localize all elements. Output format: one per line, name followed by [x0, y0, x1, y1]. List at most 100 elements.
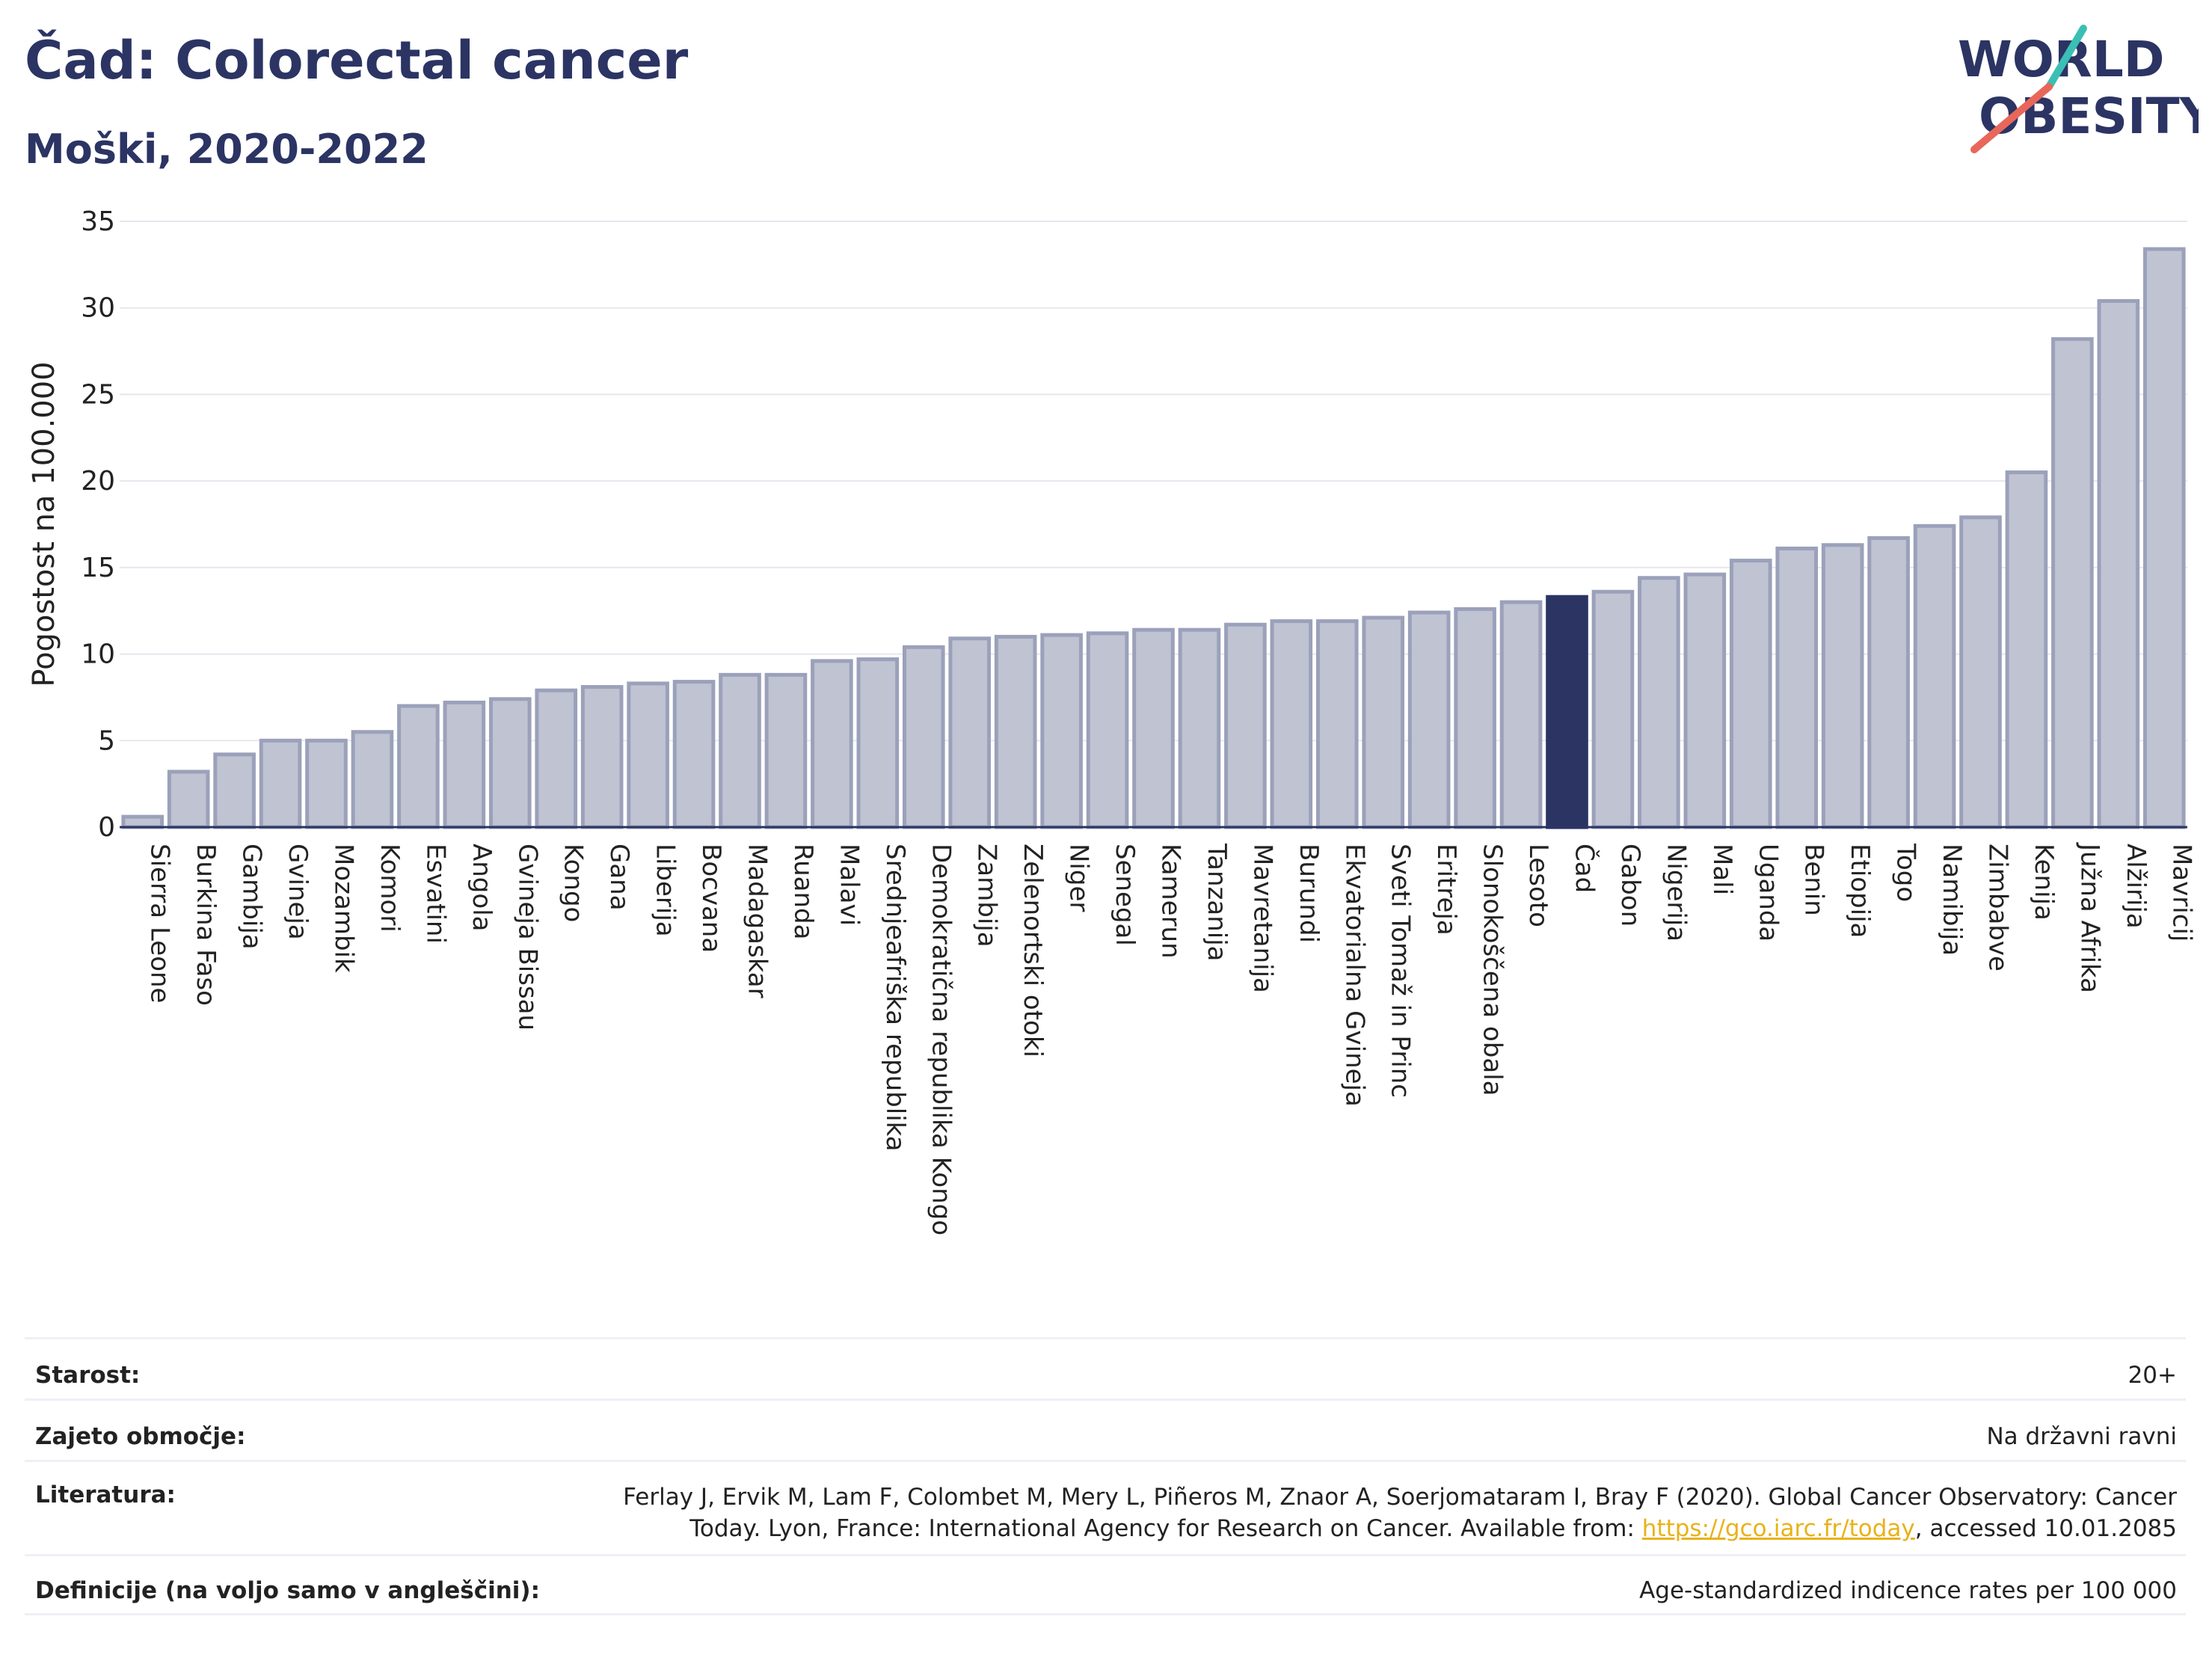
x-tick-label: Mavricij — [2166, 844, 2196, 942]
source-link[interactable]: https://gco.iarc.fr/today — [1641, 1515, 1915, 1542]
bar — [1270, 619, 1313, 829]
x-axis-ticks: Sierra Leone Burkina Faso Gambija Gvineja Mo… — [145, 842, 2197, 1235]
bar — [1638, 576, 1680, 829]
bar — [2051, 337, 2094, 829]
x-tick-label: Kamerun — [1156, 844, 1186, 959]
x-tick-label: Madagaskar — [743, 844, 772, 998]
bar — [397, 704, 440, 829]
y-tick-label: 35 — [81, 206, 115, 237]
info-row-literature: Literatura: Ferlay J, Ervik M, Lam F, Co… — [25, 1460, 2186, 1554]
y-tick-label: 25 — [81, 379, 115, 410]
bar — [1362, 615, 1405, 829]
info-value-coverage: Na državni ravni — [1986, 1423, 2177, 1450]
bar — [719, 672, 761, 829]
bar — [1086, 631, 1129, 829]
x-tick-label: Gambija — [237, 844, 267, 950]
bar — [580, 685, 624, 829]
x-tick-label: Uganda — [1753, 844, 1783, 942]
bar — [213, 752, 256, 829]
literature-text: Ferlay J, Ervik M, Lam F, Colombet M, Me… — [623, 1484, 2177, 1542]
bar — [1454, 607, 1496, 829]
y-axis-ticks: 0 5 10 15 20 25 30 35 — [81, 206, 115, 843]
bar — [1591, 589, 1635, 829]
info-value-literature: Ferlay J, Ervik M, Lam F, Colombet M, Me… — [547, 1481, 2186, 1544]
x-tick-label: Namibija — [1937, 844, 1967, 956]
x-tick-label: Mozambik — [329, 844, 359, 973]
x-tick-label: Bocvana — [696, 844, 726, 953]
bar — [167, 770, 210, 829]
page-subtitle: Moški, 2020-2022 — [25, 126, 428, 173]
bar — [1683, 572, 1727, 829]
y-tick-label: 5 — [98, 725, 115, 756]
x-tick-label: Senegal — [1110, 844, 1140, 946]
y-tick-label: 15 — [81, 553, 115, 583]
x-tick-label: Nigerija — [1661, 844, 1691, 942]
x-tick-label: Eritreja — [1431, 844, 1461, 936]
x-tick-label: Zimbabve — [1983, 844, 2013, 971]
x-tick-label: Gabon — [1615, 844, 1645, 927]
x-tick-label: Južna Afrika — [2074, 842, 2104, 993]
x-tick-label: Etiopija — [1845, 844, 1875, 938]
x-tick-label: Burkina Faso — [191, 844, 221, 1006]
bar — [1867, 536, 1910, 829]
x-tick-label: Gvineja — [283, 844, 313, 940]
info-row-definitions: Definicije (na voljo samo v angleščini):… — [25, 1554, 2186, 1615]
x-tick-label: Čad — [1570, 844, 1600, 893]
info-row-age: Starost: 20+ — [25, 1337, 2186, 1398]
x-tick-label: Liberija — [651, 844, 681, 937]
bar — [1040, 633, 1083, 829]
bar — [535, 688, 578, 829]
bar — [627, 681, 669, 829]
info-value-age: 20+ — [2127, 1362, 2177, 1389]
bar-chart: 0 5 10 15 20 25 30 35 Sierra Leone Burkina Faso G… — [27, 206, 2197, 1235]
bar — [672, 680, 716, 829]
bar — [1178, 627, 1221, 829]
x-tick-label: Sveti Tomaž in Princ — [1386, 844, 1416, 1098]
x-tick-label: Demokratična republika Kongo — [926, 844, 956, 1235]
x-tick-label: Gana — [604, 844, 634, 911]
x-tick-label: Gvineja Bissau — [512, 844, 542, 1031]
literature-accessed: , accessed 10.01.2085 — [1914, 1515, 2177, 1542]
x-tick-label: Alžirija — [2121, 844, 2151, 929]
x-tick-label: Lesoto — [1523, 844, 1553, 927]
x-tick-label: Ruanda — [788, 844, 818, 939]
x-tick-label: Kenija — [2029, 844, 2059, 921]
bar — [488, 697, 532, 829]
x-tick-label: Ekvatorialna Gvineja — [1339, 844, 1369, 1107]
x-tick-label: Komori — [375, 844, 405, 933]
x-tick-label: Zelenortski otoki — [1018, 844, 1048, 1057]
x-tick-label: Niger — [1064, 844, 1094, 912]
bar — [1775, 546, 1819, 829]
bar — [994, 634, 1037, 829]
info-table: Starost: 20+ Zajeto območje: Na državni … — [25, 1337, 2186, 1615]
x-tick-label: Burundi — [1294, 844, 1324, 943]
y-tick-label: 0 — [98, 812, 115, 843]
bar — [1132, 627, 1175, 829]
x-tick-label: Malavi — [834, 844, 864, 926]
y-tick-label: 30 — [81, 293, 115, 324]
info-label-coverage: Zajeto območje: — [35, 1423, 246, 1450]
x-tick-label: Srednjeafriška republika — [880, 844, 910, 1152]
x-tick-label: Kongo — [559, 844, 589, 922]
x-tick-label: Tanzanija — [1202, 843, 1232, 961]
info-value-definitions: Age-standardized indicence rates per 100… — [1639, 1577, 2177, 1604]
bar — [443, 700, 486, 829]
bar — [1224, 622, 1267, 829]
bar — [1499, 600, 1543, 829]
bar — [1407, 610, 1451, 829]
bar — [351, 730, 394, 829]
y-axis-label: Pogostost na 100.000 — [27, 361, 61, 687]
bar — [1913, 523, 1956, 829]
x-tick-label: Angola — [467, 844, 497, 931]
x-tick-label: Zambija — [972, 844, 1002, 948]
logo-slash-teal-icon — [2045, 25, 2087, 90]
bar — [948, 636, 992, 829]
info-label-age: Starost: — [35, 1362, 141, 1389]
x-tick-label: Mali — [1707, 844, 1737, 895]
bar — [1729, 559, 1772, 829]
x-tick-label: Togo — [1891, 843, 1921, 902]
bar — [1546, 595, 1588, 829]
x-tick-label: Mavretanija — [1247, 844, 1277, 993]
bar — [764, 672, 808, 829]
logo-slash-red-icon — [1970, 83, 2053, 153]
